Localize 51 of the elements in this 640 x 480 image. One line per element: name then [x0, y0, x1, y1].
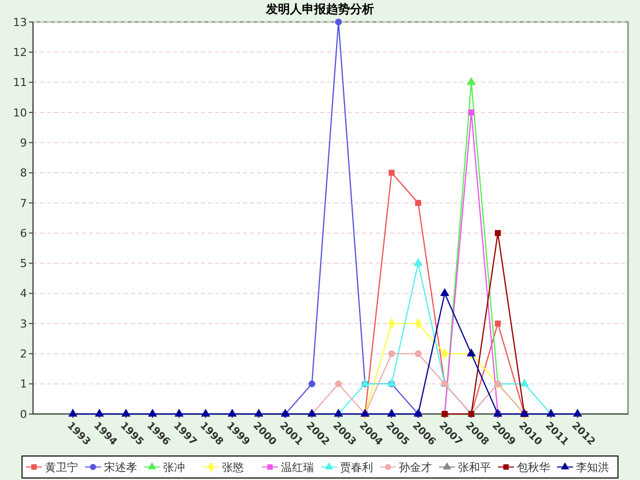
point	[201, 408, 210, 417]
y-tick-label: 1	[20, 378, 27, 391]
point	[466, 77, 476, 85]
point	[335, 18, 342, 26]
point	[520, 378, 529, 386]
point	[308, 380, 316, 388]
point	[440, 288, 450, 296]
point	[228, 408, 237, 417]
point	[121, 408, 131, 417]
point	[468, 109, 474, 116]
point	[388, 350, 395, 358]
legend-label: 宋述孝	[104, 460, 137, 474]
point	[387, 408, 396, 417]
y-tick-label: 10	[13, 106, 27, 120]
point	[414, 350, 422, 358]
legend-label: 温红瑞	[281, 460, 314, 474]
point	[572, 408, 582, 417]
y-tick-label: 8	[20, 166, 27, 180]
y-tick-label: 9	[20, 136, 27, 150]
legend-label: 张和平	[458, 460, 491, 474]
y-tick-label: 7	[20, 196, 27, 210]
y-tick-label: 12	[13, 46, 27, 60]
point	[493, 408, 502, 417]
y-tick-label: 5	[20, 257, 27, 270]
point	[494, 320, 501, 327]
point	[494, 230, 501, 236]
point	[254, 408, 264, 417]
point	[388, 170, 395, 176]
point	[68, 408, 78, 417]
y-tick-label: 6	[20, 226, 27, 240]
point	[466, 348, 476, 356]
legend-label: 包秋华	[517, 460, 550, 474]
point	[174, 408, 184, 417]
point	[415, 200, 422, 206]
legend-label: 张冲	[163, 460, 185, 474]
legend-label: 贾春利	[340, 460, 373, 474]
y-tick-label: 2	[20, 348, 27, 361]
point	[335, 380, 342, 388]
legend-label: 黄卫宁	[45, 460, 78, 474]
legend-label: 李知洪	[576, 460, 609, 474]
point	[94, 408, 104, 417]
y-tick-label: 13	[13, 16, 27, 29]
y-tick-label: 4	[20, 287, 27, 300]
legend-label: 孙金才	[399, 460, 432, 474]
point	[414, 258, 423, 266]
y-tick-label: 0	[20, 408, 27, 421]
y-tick-label: 3	[20, 317, 27, 330]
chart-title: 发明人申报趋势分析	[265, 2, 374, 16]
point	[148, 408, 158, 417]
legend-label: 张愍	[222, 460, 244, 474]
y-tick-label: 11	[13, 76, 27, 90]
